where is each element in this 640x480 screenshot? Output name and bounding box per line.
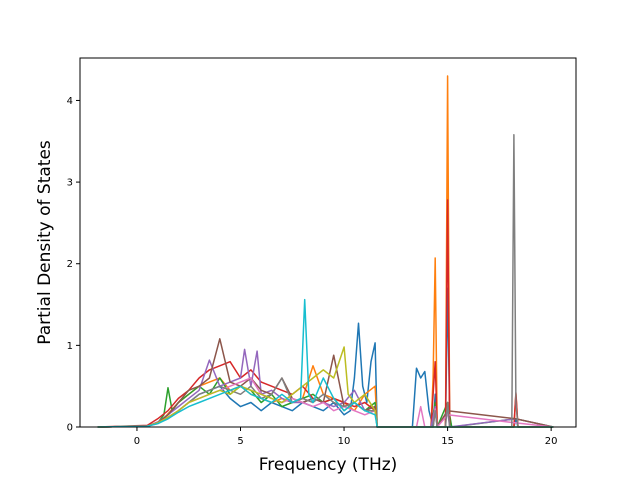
x-axis-ticks: 0 5 10 15 20 (134, 427, 558, 447)
y-tick-label: 1 (67, 341, 73, 352)
x-tick-label: 5 (237, 436, 243, 447)
series-line-8 (97, 133, 554, 428)
axes-frame (79, 57, 577, 428)
series-line-2 (97, 75, 554, 428)
y-tick-label: 0 (67, 423, 73, 434)
y-tick-label: 4 (67, 96, 73, 107)
y-tick-label: 3 (67, 178, 73, 189)
x-tick-label: 0 (134, 436, 140, 447)
x-tick-label: 10 (338, 436, 351, 447)
x-tick-label: 15 (441, 436, 454, 447)
y-axis-label: Partial Density of States (35, 140, 55, 345)
x-axis-label: Frequency (THz) (259, 455, 398, 475)
series-line-10 (97, 298, 554, 428)
y-axis-ticks: 0 1 2 3 4 (67, 96, 80, 434)
y-tick-label: 2 (67, 259, 73, 270)
x-tick-label: 20 (545, 436, 558, 447)
series-layer (97, 75, 554, 428)
